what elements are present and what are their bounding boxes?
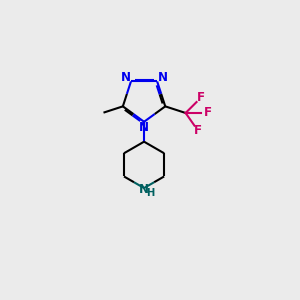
Text: N: N [139, 183, 149, 196]
Text: F: F [194, 124, 202, 137]
Text: F: F [197, 91, 205, 104]
Text: N: N [121, 71, 130, 84]
Text: N: N [158, 71, 167, 84]
Text: H: H [146, 188, 155, 198]
Text: F: F [204, 106, 212, 119]
Text: N: N [139, 121, 149, 134]
